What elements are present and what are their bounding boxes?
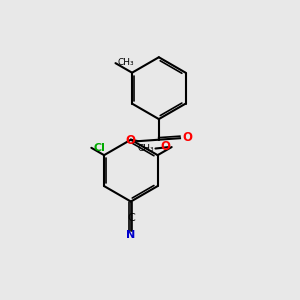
- Text: C: C: [127, 213, 135, 223]
- Text: O: O: [126, 134, 136, 147]
- Text: O: O: [182, 131, 192, 144]
- Text: N: N: [126, 230, 136, 240]
- Text: CH₃: CH₃: [137, 144, 154, 153]
- Text: Cl: Cl: [93, 143, 105, 153]
- Text: CH₃: CH₃: [118, 58, 134, 67]
- Text: O: O: [160, 140, 170, 153]
